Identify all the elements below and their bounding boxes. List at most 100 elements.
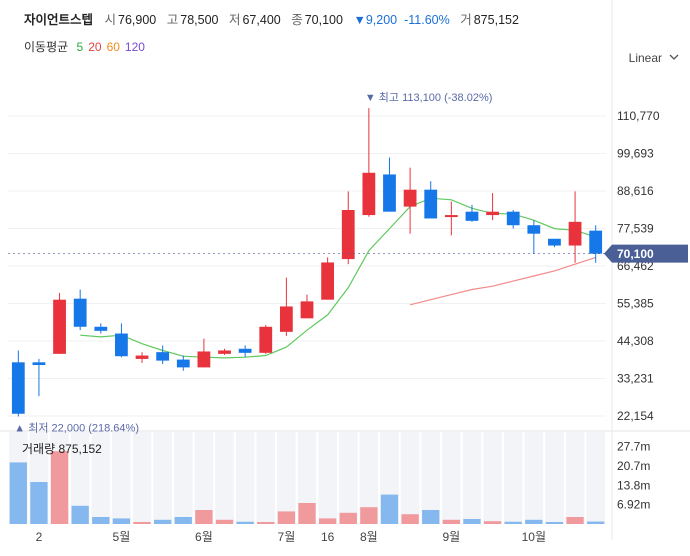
volume-bar [442, 519, 461, 524]
ma-60: 60 [106, 40, 120, 54]
volume-bar [525, 519, 543, 524]
volume-bar [112, 518, 131, 524]
volume-bar [380, 494, 399, 524]
volume-bg-stripe [545, 432, 564, 524]
candle-body [176, 359, 190, 368]
candle-body [424, 189, 438, 219]
candle-body [115, 333, 128, 357]
x-tick-label: 16 [321, 530, 335, 544]
volume-bar [71, 505, 89, 524]
volume-bg-stripe [256, 432, 276, 524]
volume-bar [483, 521, 502, 524]
volume-bar [339, 512, 357, 524]
volume-bar [174, 517, 192, 524]
ma-120: 120 [124, 40, 145, 54]
volume-bg-stripe [297, 432, 317, 524]
candle-body [383, 174, 396, 212]
volume-bg-stripe [586, 432, 605, 524]
candle-body [259, 326, 273, 353]
volume-tick-label: 6.92m [617, 498, 650, 512]
candle-body [11, 362, 25, 414]
x-tick-label: 2 [36, 530, 43, 544]
high-annotation: ▼ 최고 113,100 (-38.02%) [365, 91, 493, 104]
stock-name: 자이언트스텝 [24, 13, 94, 27]
volume-bar [318, 518, 337, 524]
volume-bg-stripe [70, 432, 90, 524]
volume-bar [401, 514, 419, 524]
low-label: 저 [228, 13, 241, 27]
volume-title-value: 875,152 [58, 442, 102, 456]
change-value: 9,200 [365, 13, 398, 27]
current-price-tag [604, 244, 688, 263]
candle-body [300, 301, 314, 319]
volume-bg-stripe [173, 432, 193, 524]
x-tick-label: 10월 [522, 530, 546, 544]
volume-bar [566, 517, 584, 524]
volume-bg-stripe [503, 432, 523, 524]
volume-bg-stripe [194, 432, 214, 524]
candle-body [548, 238, 561, 246]
current-price-label: 70,100 [617, 247, 654, 261]
candle-body [156, 352, 170, 361]
volume-label: 거 [460, 13, 472, 27]
volume-bar [360, 507, 378, 524]
volume-bg-stripe [215, 432, 234, 524]
volume-bg-stripe [338, 432, 358, 524]
volume-bg-stripe [483, 432, 502, 524]
change-percent: -11.60% [404, 13, 450, 27]
chevron-down-icon[interactable] [669, 53, 679, 61]
volume-bg-stripe [112, 432, 131, 524]
volume-bar [587, 521, 605, 524]
candle-body [32, 362, 46, 366]
candle-body [321, 262, 335, 300]
ma-5: 5 [76, 40, 84, 54]
candle-body [94, 326, 108, 331]
volume-value: 875,152 [473, 13, 519, 27]
volume-bar [422, 510, 440, 524]
candle-body [568, 221, 582, 246]
volume-bar [92, 517, 110, 524]
volume-bg-stripe [442, 432, 461, 524]
volume-bg-stripe [565, 432, 585, 524]
high-label: 고 [166, 13, 179, 27]
volume-tick-label: 13.8m [617, 478, 650, 492]
volume-bar [545, 522, 564, 524]
candle-body [53, 299, 66, 354]
moving-average-legend[interactable]: 이동평균 5 20 60 120 [24, 38, 150, 55]
low-value: 67,400 [242, 13, 281, 27]
volume-bar [50, 451, 69, 524]
y-tick-label: 44,308 [617, 334, 654, 348]
volume-bg-stripe [524, 432, 544, 524]
candle-body [589, 230, 603, 254]
volume-bg-stripe [318, 432, 337, 524]
volume-bg-stripe [235, 432, 255, 524]
open-value: 76,900 [118, 13, 157, 27]
open-label: 시 [104, 13, 117, 27]
volume-bar [298, 503, 316, 524]
x-tick-label: 5월 [113, 530, 131, 544]
close-value: 70,100 [304, 13, 343, 27]
x-tick-label: 6월 [195, 530, 213, 544]
volume-tick-label: 27.7m [617, 439, 650, 453]
candle-body [403, 189, 417, 207]
volume-bar [236, 521, 254, 524]
y-tick-label: 22,154 [617, 409, 654, 423]
candle-body [486, 211, 499, 216]
volume-bg-stripe [277, 432, 296, 524]
volume-bg-stripe [91, 432, 111, 524]
volume-bar [504, 521, 522, 524]
volume-bar [133, 522, 151, 524]
volume-bg-stripe [462, 432, 482, 524]
volume-title-label: 거래량 [22, 442, 56, 456]
candle-body [197, 351, 211, 368]
y-tick-label: 110,770 [617, 109, 660, 123]
volume-bar [463, 518, 481, 524]
high-value: 78,500 [180, 13, 219, 27]
change-down-icon: ▼ [353, 13, 366, 27]
candle-body [444, 215, 458, 218]
candle-body [238, 348, 252, 353]
volume-tick-label: 20.7m [617, 459, 650, 473]
scale-dropdown[interactable]: Linear [628, 51, 662, 65]
volume-bg-stripe [421, 432, 441, 524]
